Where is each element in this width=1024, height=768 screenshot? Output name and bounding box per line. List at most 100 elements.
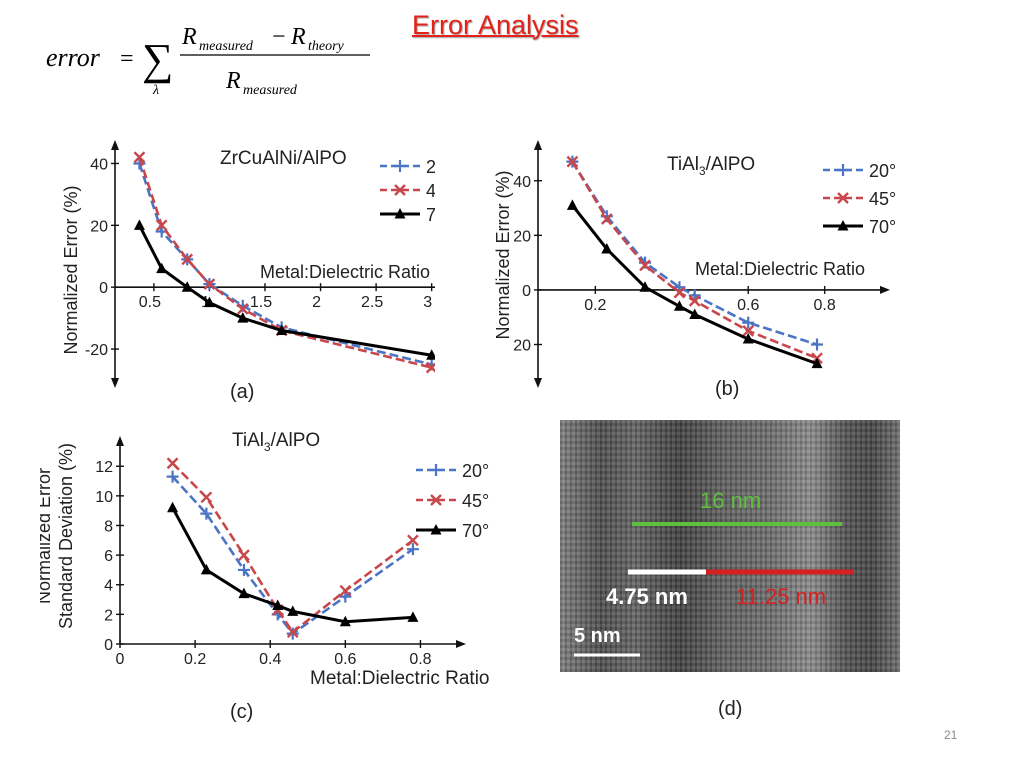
x-tick-label: 0.6 [737,297,759,314]
formula-sum-index: λ [152,83,159,98]
y-tick-label: 20 [513,228,531,245]
legend-marker [837,220,849,231]
chart-title: ZrCuAlNi/AlPO [220,148,347,169]
data-point [688,294,701,307]
x-tick-label: 0.2 [584,297,606,314]
x-tick-label: 0.2 [184,651,206,668]
data-point [133,219,145,230]
y-tick-label: 0 [522,283,531,300]
x-axis-label: Metal:Dielectric Ratio [260,262,430,282]
data-point [156,262,168,274]
data-point [566,155,579,168]
legend-label: 70° [462,521,489,541]
series-0 [166,470,419,640]
y-tick-label: 20 [90,218,108,235]
y-tick-label: 40 [513,174,531,191]
legend-marker [394,208,406,219]
data-point [272,599,284,610]
data-point [276,324,288,336]
scale-bar-label: 5 nm [574,625,621,647]
legend-marker [394,160,406,172]
data-point [339,615,351,627]
measure-a-label: 4.75 nm [606,584,688,609]
chart-b: 20 0 20 40 0.2 0.6 0.8 TiAl3/AlPO Metal:Dielectr… [493,140,896,400]
data-point [601,242,613,254]
legend-label: 70° [869,217,896,237]
data-point [155,219,168,232]
y-tick-label: 6 [104,548,113,565]
data-point [200,507,213,520]
y-tick-label: 0 [104,637,113,654]
chart-title: TiAl3/AlPO [667,154,755,178]
data-point [200,563,212,575]
measure-b-label: 11.25 nm [736,584,826,609]
x-tick-label: 0.8 [814,297,836,314]
legend-label: 45° [869,189,896,209]
data-point [133,151,146,164]
data-point [689,308,701,319]
data-point [203,296,215,308]
formula-sum: ∑ [142,35,173,84]
data-point [425,361,435,374]
legend-marker [837,164,849,176]
series-2 [133,219,435,360]
data-point [639,281,651,292]
x-tick-label: 1.5 [250,294,272,311]
data-point [407,534,419,547]
data-point [673,286,686,299]
formula-den: R [225,68,241,94]
data-point [286,626,299,638]
y-tick-label: 8 [104,518,113,535]
data-point [236,303,249,315]
formula-den-sub: measured [243,83,298,98]
formula-equals: = [120,46,134,72]
series-2 [566,199,823,369]
y-tick-label: 20 [513,338,531,355]
data-point [811,338,824,351]
legend-marker [430,494,442,506]
legend-label: 20° [462,461,489,481]
y-axis-arrow-top [116,436,124,446]
legend-marker [430,464,442,476]
x-tick-label: 0 [116,651,125,668]
y-tick-label: -20 [85,342,108,359]
formula-lhs: error [46,43,101,72]
data-point [742,325,755,337]
legend-label: 20° [426,157,435,177]
y-tick-label: 0 [99,280,108,297]
legend-label: 20° [869,161,896,181]
slide-title: Error Analysis [412,10,579,40]
panel-label: (b) [715,378,739,400]
page-number: 21 [944,728,958,742]
panel-label-d: (d) [718,698,743,720]
legend-label: 70° [426,205,435,225]
y-tick-label: 12 [95,459,113,476]
data-point [407,611,419,622]
x-tick-label: 0.8 [409,651,431,668]
data-point [166,457,179,470]
data-point [742,333,754,344]
x-tick-label: 2.5 [361,294,383,311]
data-point [811,357,823,369]
panel-label: (c) [230,701,253,723]
data-point [181,281,193,292]
formula-num-b-sub: theory [308,39,345,54]
data-point [426,349,435,360]
y-axis-arrow-bottom [534,378,542,388]
data-point [237,312,249,323]
y-tick-label: 2 [104,607,113,624]
y-axis-arrow-top [534,140,542,150]
y-axis-arrow-bottom [111,378,119,388]
x-tick-label: 1 [201,294,210,311]
chart-c: 0 2 4 6 8 10 12 0 0.2 0.4 0.6 0.8 TiAl3/AlPO Metal:Di… [40,430,490,723]
data-point [639,259,651,272]
y-axis-label: Normalized Error (%) [493,170,513,339]
data-point [287,605,299,616]
formula-num-a: R [181,24,197,50]
x-axis-arrow [880,285,890,294]
data-point [181,253,194,266]
chart-title: TiAl3/AlPO [232,430,320,454]
formula-minus: − [272,24,286,50]
x-tick-label: 0.6 [334,651,356,668]
y-axis-label: Normalized Error (%) [61,185,81,354]
